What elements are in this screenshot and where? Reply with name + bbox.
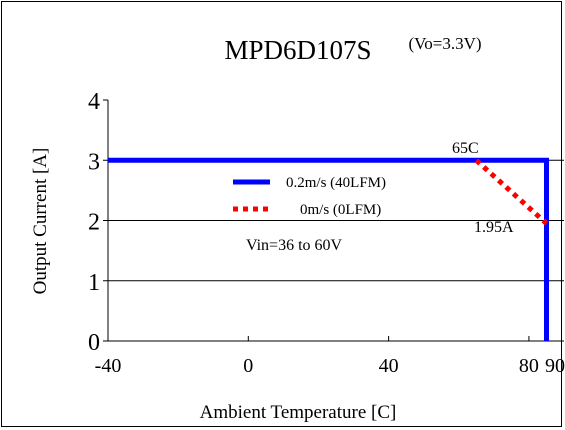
annotation-0: 65C (452, 140, 479, 157)
x-axis-label: Ambient Temperature [C] (200, 402, 397, 423)
x-tick-label: -40 (95, 355, 122, 377)
annotation-1: 1.95A (474, 219, 514, 236)
series-line-1 (474, 158, 549, 226)
chart-subtitle: (Vo=3.3V) (408, 34, 481, 53)
series-line-0 (108, 157, 549, 341)
y-axis-label: Output Current [A] (30, 148, 51, 295)
annotation-2: Vin=36 to 60V (246, 237, 343, 254)
legend-label-0: 0.2m/s (40LFM) (286, 175, 386, 191)
x-tick-label: 0 (243, 355, 253, 377)
chart-title: MPD6D107S (224, 35, 371, 65)
y-tick-label: 2 (88, 210, 100, 236)
legend-label-1: 0m/s (0LFM) (300, 202, 381, 218)
y-tick-label: 0 (88, 330, 100, 356)
x-tick-label: 90 (545, 355, 565, 377)
x-tick-label: 40 (379, 355, 399, 377)
y-tick-label: 4 (88, 89, 100, 115)
y-tick-label: 3 (88, 149, 100, 175)
y-tick-label: 1 (88, 270, 100, 296)
x-tick-label: 80 (519, 355, 539, 377)
